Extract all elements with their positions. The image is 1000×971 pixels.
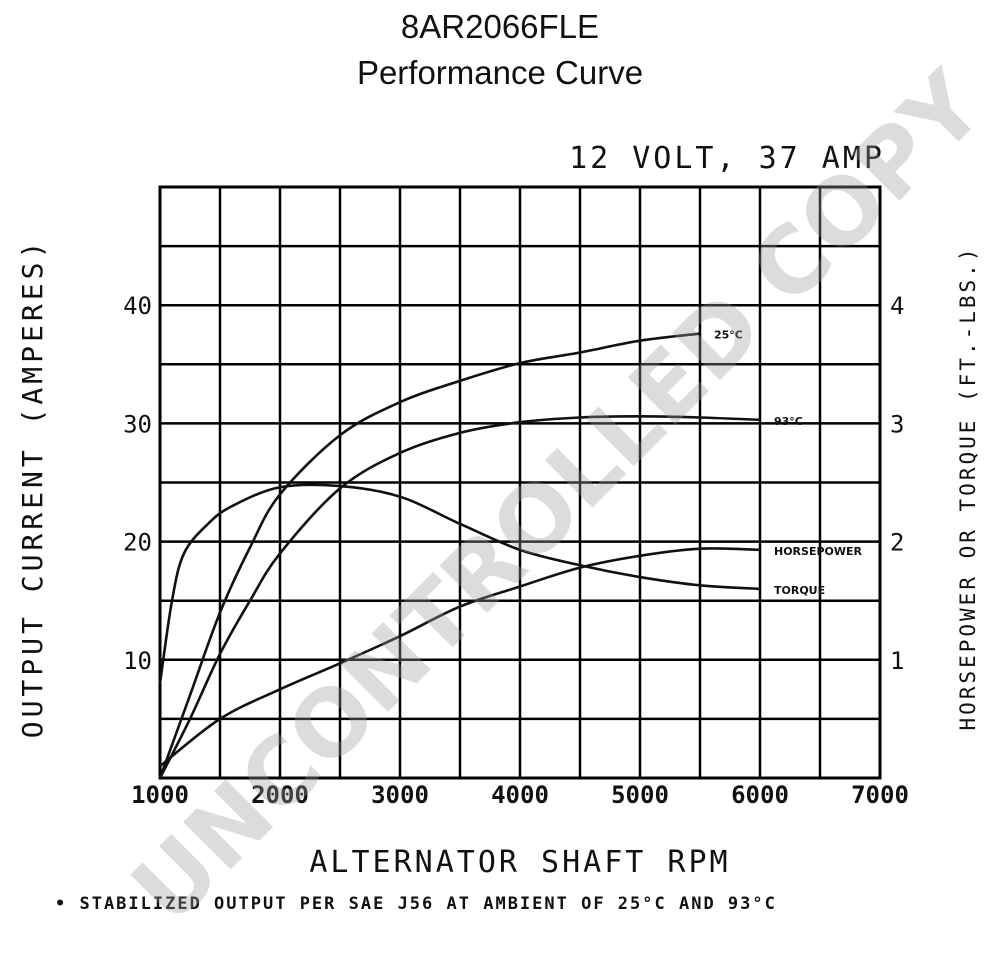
y2-tick-label: 2 [890, 529, 904, 557]
chart-footnote: • STABILIZED OUTPUT PER SAE J56 AT AMBIE… [55, 894, 777, 914]
plot-area-frame [158, 185, 882, 780]
y-axis-label: OUTPUT CURRENT (AMPERES) [16, 238, 49, 739]
performance-curve-subtitle: Performance Curve [356, 54, 644, 91]
uncontrolled-copy-watermark: UNCONTROLLED COPY [112, 51, 1000, 944]
x-tick-label: 7000 [851, 781, 909, 809]
series-25c-line [158, 332, 701, 779]
x-tick-label: 4000 [491, 781, 549, 809]
series-label: 93°C [774, 415, 803, 428]
chart-header: 8AR2066FLE Performance Curve [0, 4, 1000, 96]
y2-tick-label: 3 [890, 410, 904, 438]
y-tick-label: 10 [123, 647, 152, 675]
chart-series [158, 332, 761, 779]
series-torque-line [158, 483, 761, 684]
series-93c-line [158, 415, 761, 779]
series-label: TORQUE [774, 584, 825, 597]
series-label: 25°C [714, 329, 743, 342]
y2-tick-label: 1 [890, 647, 904, 675]
y2-axis-label: HORSEPOWER OR TORQUE (FT.-LBS.) [956, 246, 980, 731]
y-tick-label: 20 [123, 529, 152, 557]
chart-ticks: 1000 2000 3000 4000 5000 6000 7000 10 20 30 40 1 2 3 4 [123, 292, 909, 809]
x-tick-label: 3000 [371, 781, 429, 809]
chart-title: 12 VOLT, 37 AMP [569, 141, 885, 176]
series-horsepower-line [159, 547, 761, 768]
y2-tick-label: 4 [890, 292, 904, 320]
y-tick-label: 30 [123, 410, 152, 438]
y-tick-label: 40 [123, 292, 152, 320]
x-tick-label: 2000 [251, 781, 309, 809]
part-number-title: 8AR2066FLE [400, 8, 600, 45]
series-label: HORSEPOWER [774, 545, 863, 558]
x-tick-label: 1000 [131, 781, 189, 809]
chart-grid [160, 187, 880, 778]
x-tick-label: 5000 [611, 781, 669, 809]
series-labels: 25°C 93°C HORSEPOWER TORQUE [714, 329, 863, 597]
x-axis-label: ALTERNATOR SHAFT RPM [309, 845, 730, 880]
x-tick-label: 6000 [731, 781, 789, 809]
